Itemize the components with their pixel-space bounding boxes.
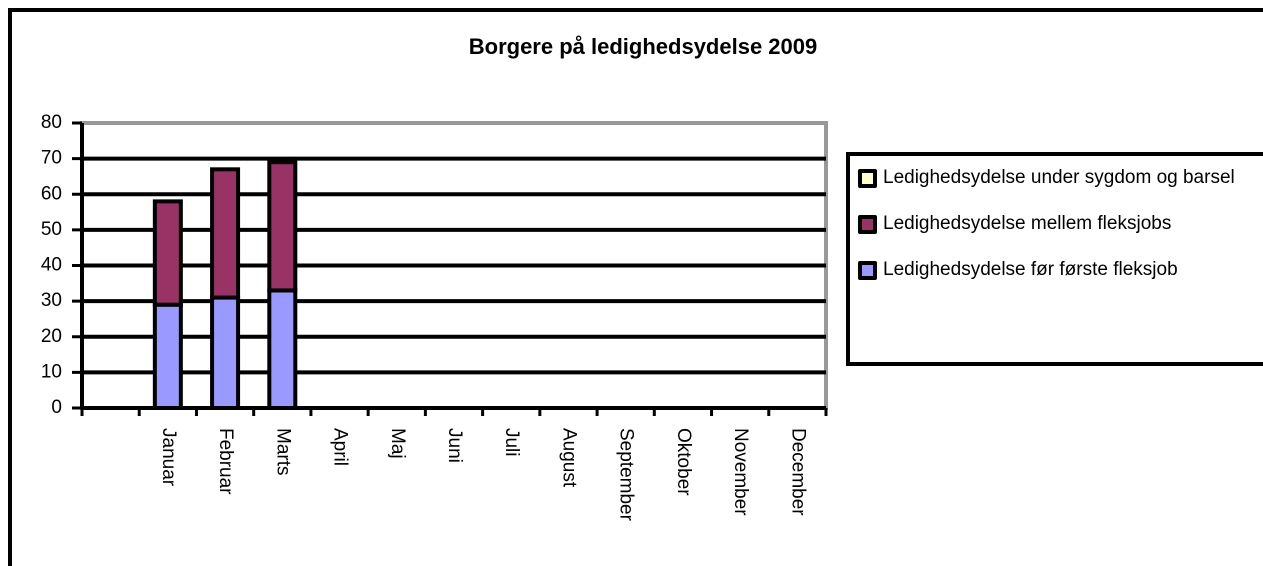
- legend-swatch: [858, 169, 877, 188]
- x-tick-label: Januar: [158, 428, 179, 487]
- x-tick-label: Maj: [387, 428, 408, 459]
- y-tick-label: 70: [41, 148, 62, 169]
- legend-swatch: [858, 215, 877, 234]
- x-tick-label: December: [787, 428, 808, 516]
- legend-label: Ledighedsydelse mellem fleksjobs: [883, 213, 1172, 234]
- legend: Ledighedsydelse under sygdom og barsel Le…: [846, 152, 1263, 366]
- y-tick-label: 30: [41, 290, 62, 311]
- y-tick-label: 0: [51, 397, 62, 418]
- bar-segment: [210, 167, 241, 300]
- legend-label: Ledighedsydelse under sygdom og barsel: [883, 167, 1235, 188]
- y-tick-label: 80: [41, 112, 62, 133]
- legend-entry: Ledighedsydelse under sygdom og barsel: [858, 166, 1263, 190]
- chart-title: Borgere på ledighedsydelse 2009: [469, 34, 818, 59]
- x-tick-label: Oktober: [673, 428, 694, 496]
- legend-swatch: [858, 261, 877, 280]
- chart-border: [8, 8, 1263, 566]
- y-tick-label: 60: [41, 183, 62, 204]
- y-tick-label: 20: [41, 326, 62, 347]
- x-tick-label: Juni: [444, 428, 465, 463]
- legend-label: Ledighedsydelse før første fleksjob: [883, 259, 1178, 280]
- y-tick-label: 40: [41, 255, 62, 276]
- y-tick-label: 50: [41, 219, 62, 240]
- x-tick-label: September: [616, 428, 637, 522]
- bar-segment: [210, 295, 241, 410]
- x-tick-label: Marts: [272, 428, 293, 476]
- legend-entry: Ledighedsydelse mellem fleksjobs: [858, 212, 1263, 236]
- bar-segment: [152, 199, 183, 307]
- x-tick-label: Februar: [215, 428, 236, 495]
- y-tick-label: 10: [41, 361, 62, 382]
- x-tick-label: April: [330, 428, 351, 466]
- legend-entry: Ledighedsydelse før første fleksjob: [858, 258, 1263, 282]
- x-tick-label: August: [558, 428, 579, 488]
- bar-segment: [152, 302, 183, 410]
- bar-segment: [267, 288, 298, 410]
- bar-segment: [267, 160, 298, 293]
- x-tick-label: Juli: [501, 428, 522, 457]
- x-tick-label: November: [730, 428, 751, 516]
